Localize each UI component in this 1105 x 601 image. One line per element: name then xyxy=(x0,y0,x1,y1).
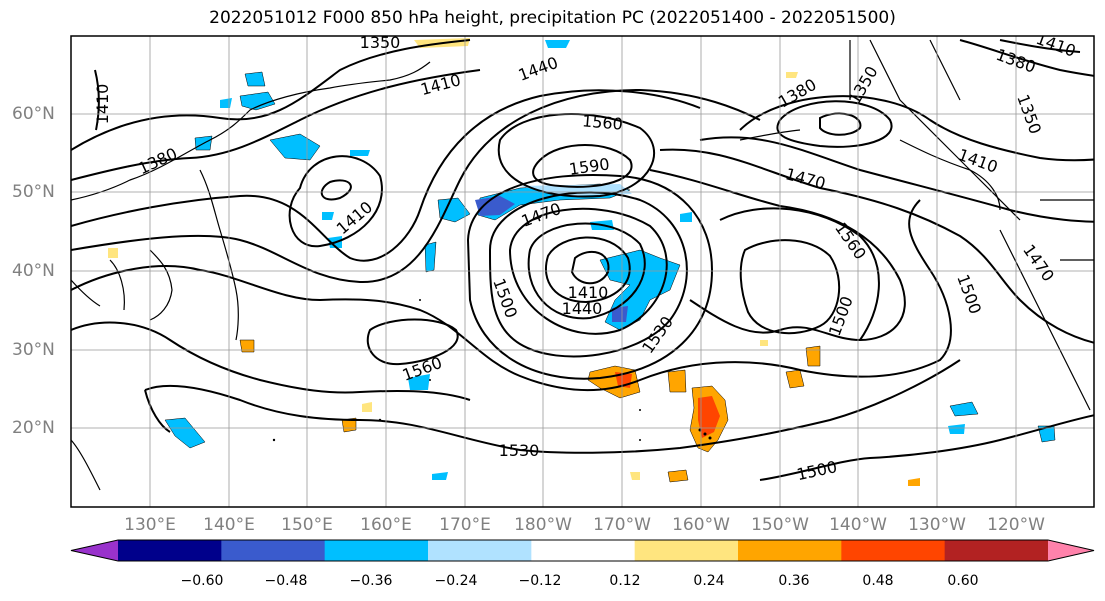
colorbar-tick: −0.24 xyxy=(434,573,478,589)
colorbar-bin xyxy=(634,540,739,561)
lon-label: 130°W xyxy=(908,515,966,535)
colorbar-tick: −0.36 xyxy=(349,573,393,589)
colorbar-bin xyxy=(738,540,842,561)
contour-label: 1350 xyxy=(360,33,401,52)
lat-label-40n: 40°N xyxy=(12,261,55,281)
contour-label: 1500 xyxy=(953,272,985,317)
lat-label-30n: 30°N xyxy=(12,340,55,360)
colorbar-bin xyxy=(531,540,636,561)
contour-label: 1560 xyxy=(581,111,623,133)
contour-label: 1470 xyxy=(783,164,827,193)
contour-label: 1530 xyxy=(499,441,540,460)
contour-label: 1410 xyxy=(956,145,1001,177)
contour-label: 1440 xyxy=(562,299,603,318)
contour-label: 1410 xyxy=(418,70,462,99)
contour-label: 1500 xyxy=(795,457,839,484)
colorbar xyxy=(70,539,1095,562)
lon-label: 160°E xyxy=(360,515,412,535)
lon-label: 170°E xyxy=(439,515,491,535)
map-title: 2022051012 F000 850 hPa height, precipit… xyxy=(209,8,896,28)
contour-label: 1410 xyxy=(568,283,609,302)
lon-label: 170°W xyxy=(593,515,651,535)
contour-label: 1380 xyxy=(135,144,180,178)
lon-label: 130°E xyxy=(124,515,176,535)
lat-label-50n: 50°N xyxy=(12,182,55,202)
colorbar-bin xyxy=(324,540,429,561)
islands xyxy=(272,299,712,442)
precipitation-shading xyxy=(108,38,1056,486)
contour-label: 1410 xyxy=(1034,29,1079,61)
colorbar-extend-max xyxy=(1048,540,1094,561)
map-border xyxy=(70,35,1095,508)
colorbar-tick: −0.12 xyxy=(518,573,562,589)
colorbar-tick: 0.60 xyxy=(947,573,979,589)
height-contours xyxy=(71,39,1094,481)
lon-label: 140°W xyxy=(829,515,887,535)
contour-label: 1500 xyxy=(825,294,857,339)
colorbar-tick: 0.24 xyxy=(693,573,725,589)
lon-label: 150°E xyxy=(281,515,333,535)
lat-label-20n: 20°N xyxy=(12,418,55,438)
colorbar-outline xyxy=(70,539,1095,562)
lon-label: 150°W xyxy=(751,515,809,535)
colorbar-tick: 0.48 xyxy=(862,573,894,589)
lat-label-60n: 60°N xyxy=(12,104,55,124)
gridlines xyxy=(71,36,1094,507)
colorbar-tick: 0.36 xyxy=(778,573,810,589)
colorbar-bin xyxy=(428,540,532,561)
colorbar-tick: −0.60 xyxy=(180,573,224,589)
coastlines xyxy=(71,39,1094,491)
contour-label: 1410 xyxy=(333,197,376,238)
contour-label: 1470 xyxy=(1019,241,1058,285)
colorbar-tick: 0.12 xyxy=(609,573,641,589)
lon-label: 140°E xyxy=(203,515,255,535)
colorbar-bin xyxy=(221,540,326,561)
colorbar-extend-min xyxy=(71,540,118,561)
lon-label: 180°W xyxy=(514,515,572,535)
contour-label: 1440 xyxy=(516,53,561,85)
contour-label: 1380 xyxy=(775,75,820,112)
lon-label: 120°W xyxy=(987,515,1045,535)
colorbar-tick: −0.48 xyxy=(264,573,308,589)
colorbar-bin xyxy=(118,540,222,561)
colorbar-bin xyxy=(841,540,946,561)
lon-label: 160°W xyxy=(672,515,730,535)
colorbar-bin xyxy=(944,540,1049,561)
contour-label: 1410 xyxy=(93,84,112,125)
